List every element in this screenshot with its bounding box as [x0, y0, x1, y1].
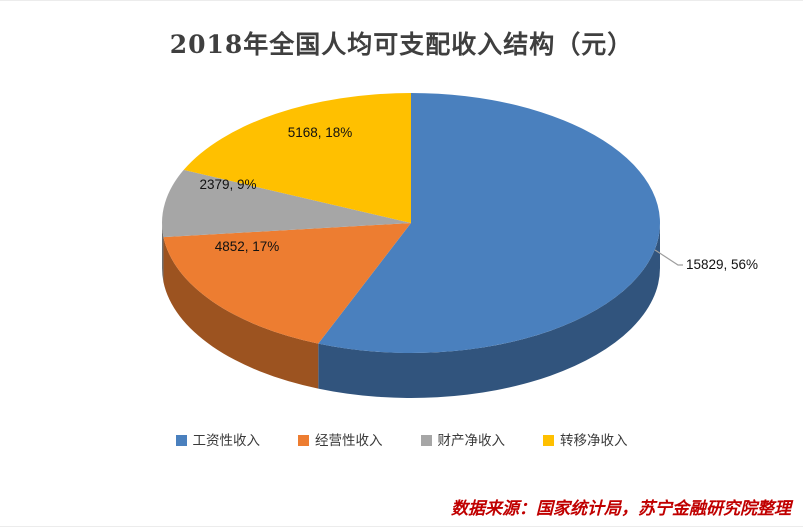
- slice-business-income-side: [163, 237, 319, 389]
- data-label: 15829, 56%: [686, 257, 758, 272]
- legend: 工资性收入 经营性收入 财产净收入 转移净收入: [0, 429, 803, 449]
- data-label: 4852, 17%: [215, 239, 280, 254]
- legend-label: 财产净收入: [437, 433, 506, 448]
- legend-label: 工资性收入: [192, 433, 261, 448]
- legend-swatch: [543, 435, 554, 446]
- legend-item-business-income: 经营性收入: [298, 429, 383, 449]
- data-label: 2379, 9%: [199, 177, 256, 192]
- source-note: 数据来源：国家统计局，苏宁金融研究院整理: [451, 499, 791, 519]
- legend-swatch: [175, 435, 187, 446]
- legend-label: 经营性收入: [315, 433, 383, 448]
- legend-label: 转移净收入: [560, 433, 628, 448]
- slice-wage-income: [318, 93, 660, 354]
- legend-swatch: [298, 435, 309, 446]
- legend-item-net-property-income: 财产净收入: [420, 429, 506, 449]
- data-label: 5168, 18%: [288, 125, 353, 140]
- legend-swatch: [420, 435, 432, 446]
- leader-line: [654, 249, 683, 266]
- legend-item-net-transfer-income: 转移净收入: [543, 429, 628, 449]
- slice-business-income: [163, 223, 411, 344]
- slice-net-property-income-side: [162, 223, 164, 283]
- legend-item-wage-income: 工资性收入: [175, 429, 261, 449]
- chart-title: 2018年全国人均可支配收入结构（元）: [169, 30, 634, 59]
- slice-net-property-income: [161, 169, 411, 238]
- slice-net-transfer-income: [183, 93, 411, 223]
- slice-wage-income-side: [318, 223, 660, 398]
